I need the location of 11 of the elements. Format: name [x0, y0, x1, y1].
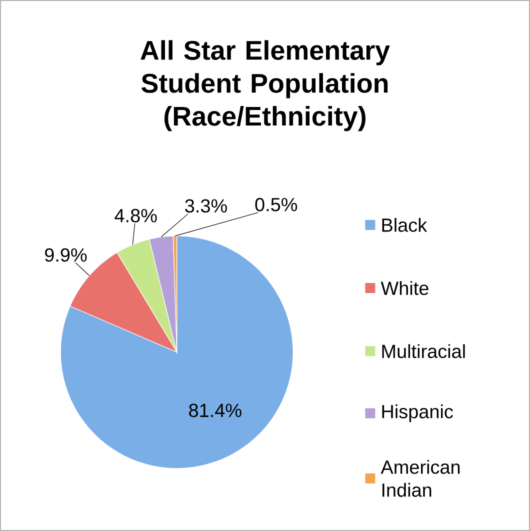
data-label: 9.9% [45, 248, 87, 262]
data-label: 4.8% [114, 208, 157, 222]
legend-label: American Indian [380, 460, 460, 497]
legend-label: Black [382, 218, 428, 232]
data-label: 81.4% [189, 404, 242, 418]
legend-label: White [380, 281, 428, 296]
data-label: 3.3% [185, 199, 227, 213]
chart-title: All Star Elementary Student Population (Race/Ethnicity) [140, 40, 390, 132]
legend-label: Multiracial [382, 344, 465, 358]
legend-label: Hispanic [382, 404, 453, 422]
data-label: 0.5% [255, 198, 298, 212]
